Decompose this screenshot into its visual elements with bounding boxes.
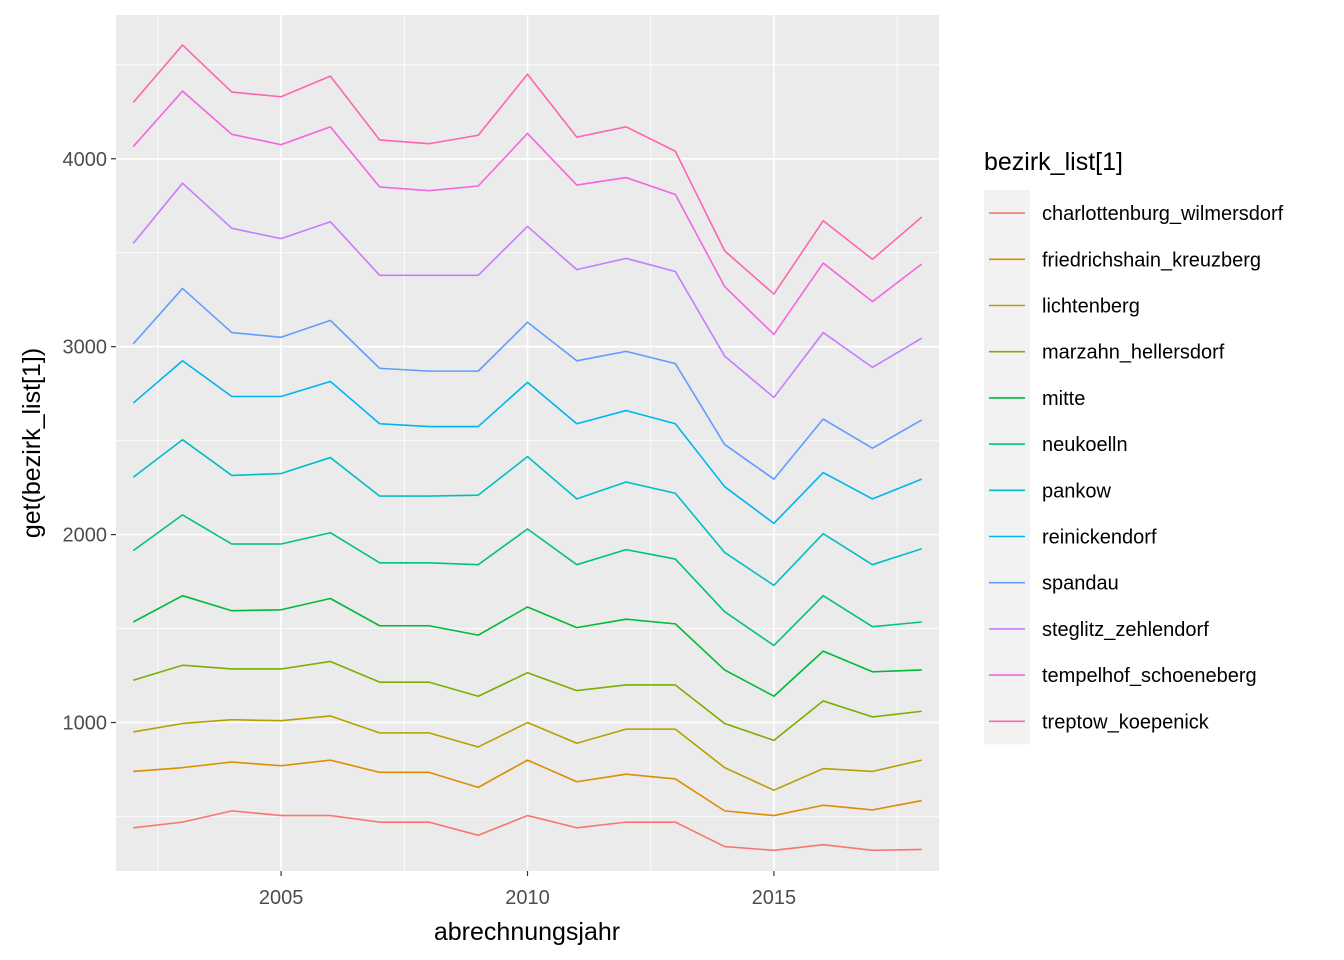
legend-title: bezirk_list[1] xyxy=(984,148,1123,176)
series-line-charlottenburg_wilmersdorf xyxy=(133,810,922,852)
legend-label: marzahn_hellersdorf xyxy=(1042,342,1225,364)
y-tick-label: 1000 xyxy=(63,713,108,735)
major-gridlines xyxy=(116,15,939,871)
series-line-neukoelln xyxy=(132,514,922,647)
series-line-treptow_koepenick xyxy=(132,44,923,295)
legend: bezirk_list[1] charlottenburg_wilmersdor… xyxy=(984,148,1284,745)
legend-item: spandau xyxy=(984,559,1119,606)
x-axis-title: abrechnungsjahr xyxy=(434,918,620,946)
legend-item: tempelhof_schoeneberg xyxy=(984,652,1257,699)
series-line-steglitz_zehlendorf xyxy=(132,182,923,399)
x-tick-label: 2015 xyxy=(752,887,797,909)
y-axis: 1000 2000 3000 4000 xyxy=(63,149,116,735)
legend-item: marzahn_hellersdorf xyxy=(984,328,1225,375)
series-lines xyxy=(132,44,923,852)
legend-item: mitte xyxy=(984,374,1085,421)
legend-item: treptow_koepenick xyxy=(984,698,1210,745)
legend-item: friedrichshain_kreuzberg xyxy=(984,236,1261,283)
series-line-pankow xyxy=(132,438,922,587)
legend-item: pankow xyxy=(984,467,1111,514)
legend-item: reinickendorf xyxy=(984,513,1157,560)
legend-item: steglitz_zehlendorf xyxy=(984,605,1209,652)
series-line-lichtenberg xyxy=(133,715,922,791)
series-line-tempelhof_schoeneberg xyxy=(132,90,923,336)
legend-label: tempelhof_schoeneberg xyxy=(1042,665,1257,687)
legend-label: lichtenberg xyxy=(1042,296,1140,318)
legend-item: lichtenberg xyxy=(984,282,1140,329)
x-tick-label: 2005 xyxy=(259,887,304,909)
y-axis-title: get(bezirk_list[1]) xyxy=(18,348,46,538)
series-line-friedrichshain_kreuzberg xyxy=(133,759,922,817)
legend-label: mitte xyxy=(1042,388,1085,410)
legend-label: treptow_koepenick xyxy=(1042,711,1210,733)
legend-label: pankow xyxy=(1042,480,1111,502)
legend-label: neukoelln xyxy=(1042,434,1128,456)
y-tick-label: 4000 xyxy=(63,149,108,171)
series-line-spandau xyxy=(132,287,923,480)
legend-label: charlottenburg_wilmersdorf xyxy=(1042,203,1284,225)
legend-label: spandau xyxy=(1042,573,1119,595)
series-line-marzahn_hellersdorf xyxy=(133,660,922,742)
y-tick-label: 3000 xyxy=(63,337,108,359)
legend-label: friedrichshain_kreuzberg xyxy=(1042,249,1261,271)
y-tick-label: 2000 xyxy=(63,525,108,547)
legend-label: steglitz_zehlendorf xyxy=(1042,619,1209,641)
legend-label: reinickendorf xyxy=(1042,527,1157,549)
legend-item: neukoelln xyxy=(984,421,1128,468)
series-line-reinickendorf xyxy=(132,359,923,525)
legend-item: charlottenburg_wilmersdorf xyxy=(984,190,1284,237)
series-line-mitte xyxy=(132,594,922,698)
x-axis: 2005 2010 2015 xyxy=(259,871,796,909)
x-tick-label: 2010 xyxy=(505,887,550,909)
